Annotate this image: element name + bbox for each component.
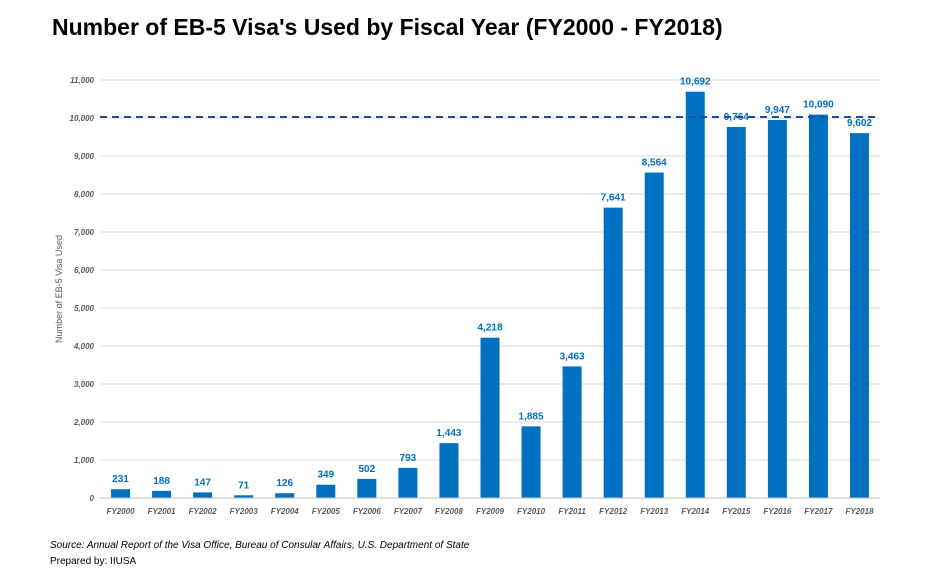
bar-fy2008	[439, 443, 459, 498]
bar-fy2004	[275, 493, 295, 498]
data-label: 71	[238, 480, 250, 491]
bar-fy2003	[234, 495, 254, 498]
bar-chart: 0 1,000 2,000 3,000 4,000 5,000 6,000 7,000 8,00…	[54, 76, 880, 516]
bar-fy2015	[726, 126, 746, 498]
data-label: 231	[112, 474, 129, 485]
x-tick-label: FY2015	[722, 507, 751, 516]
bar-fy2002	[193, 492, 213, 498]
bar-fy2012	[603, 207, 623, 498]
x-tick-label: FY2001	[148, 507, 177, 516]
y-tick-label: 7,000	[74, 228, 95, 237]
x-tick-label: FY2004	[271, 507, 300, 516]
x-tick-label: FY2017	[804, 507, 833, 516]
prepared-by-note: Prepared by: IIUSA	[50, 556, 137, 567]
data-label: 10,692	[680, 77, 711, 88]
bar-fy2010	[521, 426, 541, 498]
x-tick-label: FY2009	[476, 507, 505, 516]
data-label: 3,463	[560, 351, 585, 362]
y-tick-label: 1,000	[74, 456, 95, 465]
y-tick-label: 9,000	[74, 152, 95, 161]
bar-fy2011	[562, 366, 582, 498]
bar-fy2001	[152, 490, 172, 498]
x-tick-label: FY2008	[435, 507, 464, 516]
x-tick-label: FY2006	[353, 507, 382, 516]
data-label: 147	[194, 477, 211, 488]
bar-fy2000	[111, 489, 131, 498]
data-label: 9,602	[847, 118, 872, 129]
data-label: 8,564	[642, 158, 667, 169]
y-tick-label: 2,000	[73, 418, 95, 427]
y-tick-label: 4,000	[73, 342, 95, 351]
data-label: 7,641	[601, 193, 626, 204]
x-tick-label: FY2018	[845, 507, 874, 516]
y-tick-label: 10,000	[70, 114, 95, 123]
x-tick-label: FY2003	[230, 507, 259, 516]
y-tick-label: 8,000	[74, 190, 95, 199]
data-label: 126	[276, 478, 293, 489]
bar-fy2009	[480, 337, 500, 498]
y-tick-label: 0	[90, 494, 95, 503]
x-tick-label: FY2011	[558, 507, 586, 516]
bar-fy2018	[849, 133, 869, 498]
x-tick-label: FY2013	[640, 507, 669, 516]
data-label: 9,947	[765, 105, 790, 116]
data-label: 188	[153, 476, 170, 487]
bar-fy2017	[808, 114, 828, 498]
bar-fy2007	[398, 467, 418, 498]
x-tick-label: FY2014	[681, 507, 710, 516]
data-label: 4,218	[477, 323, 502, 334]
bar-fy2006	[357, 478, 377, 498]
data-label: 10,090	[803, 100, 834, 111]
data-label: 502	[358, 464, 375, 475]
source-note: Source: Annual Report of the Visa Office…	[50, 540, 470, 551]
bar-fy2013	[644, 172, 664, 498]
x-tick-label: FY2005	[312, 507, 341, 516]
data-label: 793	[400, 453, 417, 464]
data-label: 1,443	[436, 428, 461, 439]
x-tick-label: FY2012	[599, 507, 628, 516]
x-tick-label: FY2010	[517, 507, 546, 516]
bar-fy2016	[767, 120, 787, 498]
bar-fy2014	[685, 91, 705, 498]
y-tick-label: 6,000	[74, 266, 95, 275]
y-axis-title: Number of EB-5 Visa Used	[54, 235, 64, 343]
y-tick-label: 11,000	[70, 76, 94, 85]
data-label: 349	[317, 470, 334, 481]
data-label: 1,885	[519, 411, 544, 422]
chart-title: Number of EB-5 Visa's Used by Fiscal Yea…	[52, 14, 723, 40]
x-tick-label: FY2000	[107, 507, 136, 516]
bar-fy2005	[316, 484, 336, 498]
x-tick-label: FY2002	[189, 507, 218, 516]
x-tick-label: FY2007	[394, 507, 423, 516]
x-tick-label: FY2016	[763, 507, 792, 516]
y-tick-label: 3,000	[74, 380, 95, 389]
y-tick-label: 5,000	[74, 304, 95, 313]
